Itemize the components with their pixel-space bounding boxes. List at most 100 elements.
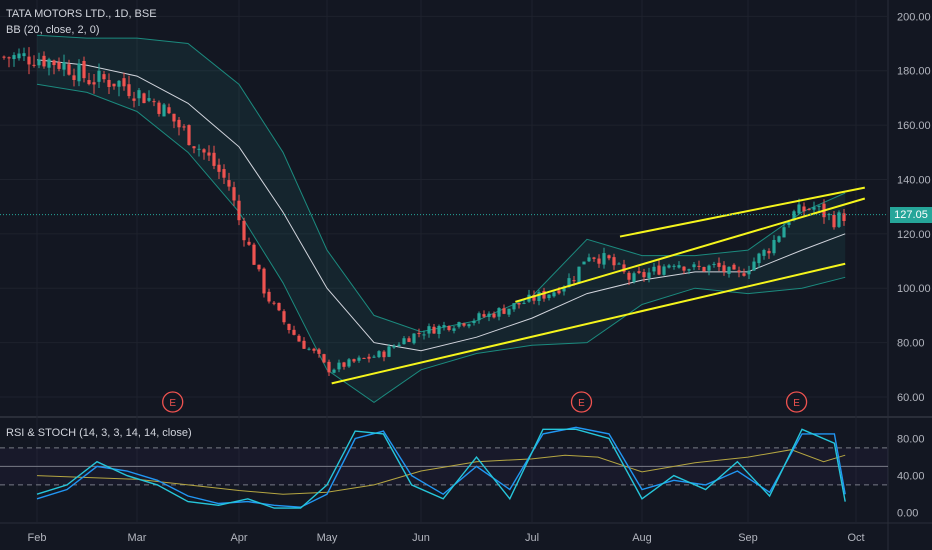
- time-tick-label: Sep: [738, 532, 758, 544]
- price-tick-label: 100.00: [897, 283, 931, 295]
- candle-body: [457, 322, 461, 327]
- candle-body: [357, 357, 361, 361]
- candle-body: [52, 60, 56, 66]
- trendline: [619, 186, 865, 238]
- candle-body: [532, 295, 536, 301]
- candle-body: [202, 149, 206, 153]
- candle-body: [707, 265, 711, 271]
- candle-body: [182, 126, 186, 128]
- candle-body: [317, 349, 321, 354]
- candle-body: [697, 265, 701, 267]
- candle-body: [67, 64, 71, 75]
- earnings-marker: [162, 391, 184, 413]
- candle-body: [592, 257, 596, 259]
- candle-body: [377, 351, 381, 358]
- earnings-marker-label: E: [793, 398, 800, 409]
- oscillator-tick-label: 0.00: [897, 508, 918, 520]
- time-tick-label: Jun: [412, 532, 430, 544]
- candle-body: [327, 361, 331, 373]
- candle-body: [537, 292, 541, 302]
- candle-body: [587, 257, 591, 262]
- earnings-marker-label: E: [169, 398, 176, 409]
- last-price-tag: 127.05: [890, 207, 932, 223]
- indicator-legend[interactable]: BB (20, close, 2, 0): [6, 24, 100, 36]
- candle-body: [62, 62, 66, 70]
- candle-body: [452, 328, 456, 331]
- candle-body: [632, 273, 636, 282]
- candle-body: [237, 200, 241, 221]
- candle-body: [837, 212, 841, 227]
- candle-body: [417, 332, 421, 334]
- candle-body: [287, 323, 291, 331]
- candle-body: [167, 107, 171, 114]
- price-tick-label: 160.00: [897, 120, 931, 132]
- candle-body: [667, 265, 671, 268]
- candle-body: [792, 211, 796, 221]
- candle-body: [427, 326, 431, 334]
- candle-body: [437, 325, 441, 334]
- candle-body: [832, 214, 836, 228]
- candle-body: [477, 313, 481, 321]
- candle-body: [552, 292, 556, 297]
- candle-body: [767, 250, 771, 254]
- candle-body: [642, 272, 646, 278]
- candle-body: [347, 359, 351, 367]
- trendline: [331, 262, 846, 385]
- candle-body: [342, 362, 346, 367]
- candle-body: [652, 266, 656, 272]
- symbol-legend[interactable]: TATA MOTORS LTD., 1D, BSE: [6, 8, 157, 20]
- price-tick-label: 180.00: [897, 66, 931, 78]
- bollinger-middle-line: [36, 59, 846, 352]
- candle-body: [102, 74, 106, 80]
- oscillator-legend[interactable]: RSI & STOCH (14, 3, 3, 14, 14, close): [6, 427, 192, 439]
- time-tick-label: Oct: [847, 532, 864, 544]
- earnings-marker: [785, 391, 808, 413]
- candle-body: [172, 113, 176, 122]
- candle-body: [747, 270, 751, 275]
- candle-body: [757, 253, 761, 264]
- candle-body: [807, 209, 811, 211]
- candle-body: [227, 180, 231, 187]
- candle-body: [687, 269, 691, 271]
- candle-body: [137, 90, 141, 99]
- candle-body: [397, 344, 401, 347]
- candle-body: [57, 62, 61, 69]
- candle-body: [742, 273, 746, 276]
- price-tick-label: 80.00: [897, 338, 925, 350]
- time-tick-label: Jul: [525, 532, 539, 544]
- candle-body: [392, 346, 396, 348]
- oscillator-tick-label: 40.00: [897, 471, 925, 483]
- candle-body: [572, 280, 576, 282]
- time-tick-label: Apr: [230, 532, 247, 544]
- candle-body: [42, 55, 46, 67]
- candle-body: [242, 220, 246, 241]
- candle-body: [727, 266, 731, 274]
- candle-body: [772, 240, 776, 254]
- time-tick-label: Aug: [632, 532, 652, 544]
- candle-body: [647, 272, 651, 279]
- candle-body: [502, 308, 506, 314]
- candle-body: [307, 348, 311, 350]
- candle-body: [487, 313, 491, 317]
- bollinger-upper-line: [36, 34, 846, 333]
- candle-body: [627, 272, 631, 280]
- candle-body: [337, 362, 341, 370]
- trendline: [515, 197, 866, 303]
- candle-body: [732, 264, 736, 270]
- candle-body: [817, 205, 821, 207]
- price-tick-label: 200.00: [897, 11, 931, 23]
- candle-body: [272, 302, 276, 304]
- candle-body: [297, 335, 301, 342]
- candle-body: [362, 357, 366, 359]
- candle-body: [222, 169, 226, 178]
- candle-body: [692, 264, 696, 268]
- bollinger-lower-line: [36, 83, 846, 404]
- candle-body: [302, 340, 306, 349]
- candle-body: [177, 119, 181, 128]
- candle-body: [277, 302, 281, 311]
- candle-body: [442, 325, 446, 328]
- candle-body: [312, 348, 316, 351]
- candle-body: [512, 303, 516, 310]
- candle-body: [482, 314, 486, 317]
